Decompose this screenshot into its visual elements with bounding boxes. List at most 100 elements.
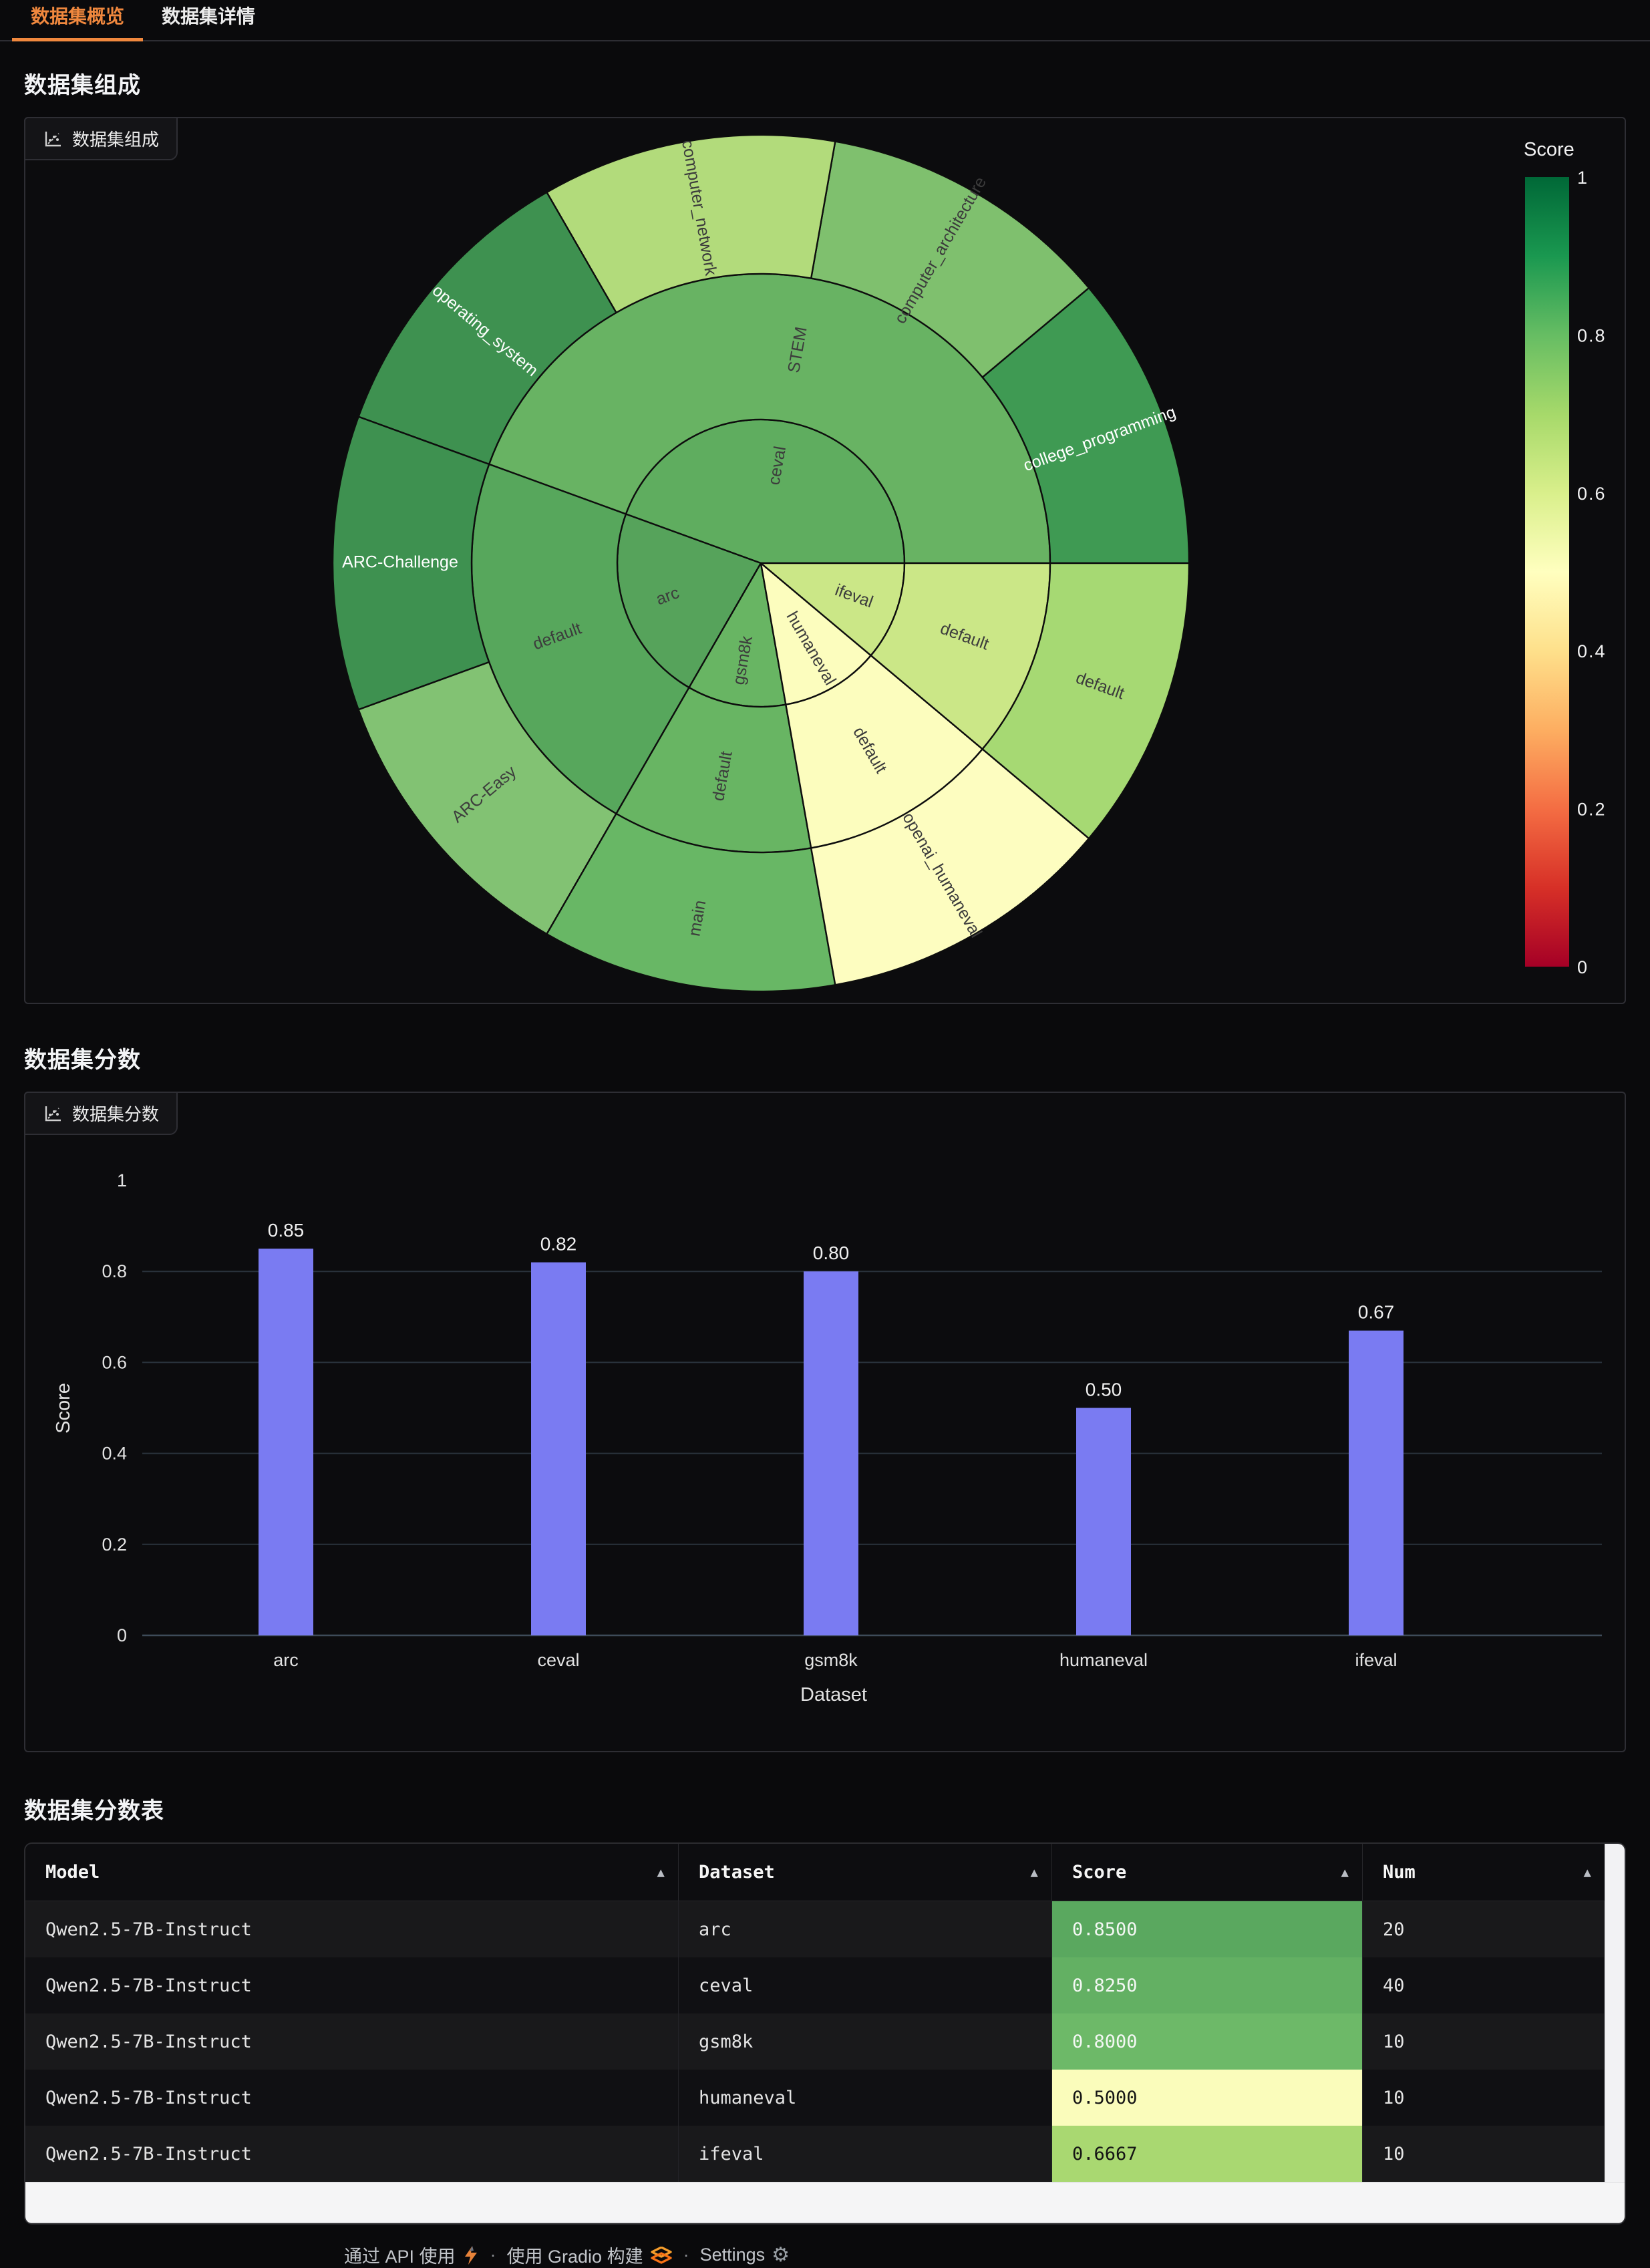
cell-model-row1[interactable]: Qwen2.5-7B-Instruct bbox=[25, 1901, 679, 1957]
sunburst-panel: 数据集组成 ceval arc gsm8k humaneval ifeval STEM de… bbox=[24, 117, 1626, 1004]
scores-heading: 数据集分数 bbox=[24, 1047, 141, 1073]
sunburst-segment-default[interactable] bbox=[981, 562, 1190, 840]
y-tick-0.6: 0.6 bbox=[102, 1352, 127, 1372]
cell-model-row5[interactable]: Qwen2.5-7B-Instruct bbox=[25, 2126, 679, 2182]
score-table-heading: 数据集分数表 bbox=[24, 1798, 164, 1824]
bar-gsm8k[interactable] bbox=[804, 1271, 858, 1635]
y-tick-1: 1 bbox=[117, 1170, 127, 1190]
bar-value-ifeval: 0.67 bbox=[1358, 1302, 1395, 1323]
colorbar-tick-0.4: 0.4 bbox=[1577, 641, 1607, 661]
cell-score-row2[interactable]: 0.8250 bbox=[1052, 1957, 1363, 2013]
tab-dataset-detail[interactable]: 数据集详情 bbox=[162, 6, 256, 27]
column-label: Dataset bbox=[699, 1862, 775, 1883]
colorbar-tick-1: 1 bbox=[1577, 168, 1589, 188]
bar-ifeval[interactable] bbox=[1349, 1330, 1404, 1635]
cell-dataset-row1[interactable]: arc bbox=[679, 1901, 1052, 1957]
built-with-gradio-label: 使用 Gradio 构建 bbox=[506, 2247, 643, 2267]
tab-bar: 数据集概览 数据集详情 bbox=[0, 0, 1650, 41]
cell-model-row3[interactable]: Qwen2.5-7B-Instruct bbox=[25, 2013, 679, 2070]
app-footer: 通过 API 使用 · 使用 Gradio 构建 · Settings ⚙ bbox=[344, 2242, 790, 2268]
colorbar-tick-0.6: 0.6 bbox=[1577, 484, 1607, 504]
bar-chart-panel: 数据集分数 0 0.2 0.4 0.6 0.8 1 0.85 arc 0.82 ceval 0.80… bbox=[24, 1092, 1626, 1752]
sunburst-badge-label: 数据集组成 bbox=[72, 130, 160, 150]
x-tick-gsm8k: gsm8k bbox=[804, 1650, 858, 1670]
cell-model-row4[interactable]: Qwen2.5-7B-Instruct bbox=[25, 2070, 679, 2126]
y-tick-0.4: 0.4 bbox=[102, 1444, 127, 1464]
cell-num-row4[interactable]: 10 bbox=[1363, 2070, 1605, 2126]
bar-value-gsm8k: 0.80 bbox=[813, 1243, 850, 1263]
cell-score-row3[interactable]: 0.8000 bbox=[1052, 2013, 1363, 2070]
footer-separator: · bbox=[683, 2245, 689, 2265]
column-label: Model bbox=[45, 1862, 100, 1883]
settings-link[interactable]: Settings ⚙ bbox=[700, 2243, 790, 2267]
bar-humaneval[interactable] bbox=[1076, 1408, 1131, 1636]
column-header-score[interactable]: Score ▲ bbox=[1052, 1844, 1363, 1901]
sunburst-panel-badge: 数据集组成 bbox=[24, 117, 178, 160]
colorbar-tick-0: 0 bbox=[1577, 957, 1589, 977]
sort-arrow-icon[interactable]: ▲ bbox=[1030, 1865, 1038, 1880]
y-axis-title: Score bbox=[53, 1383, 74, 1434]
colorbar-tick-0.2: 0.2 bbox=[1577, 800, 1607, 820]
composition-heading: 数据集组成 bbox=[24, 73, 141, 98]
score-table: Model ▲ Dataset ▲ Score ▲ Num ▲ Qwen2.5-7B-Instr… bbox=[24, 1842, 1626, 2225]
column-label: Num bbox=[1383, 1862, 1416, 1883]
cell-num-row5[interactable]: 10 bbox=[1363, 2126, 1605, 2182]
sunburst-segment-ARC-Challenge[interactable] bbox=[331, 416, 490, 711]
sunburst-segment-main[interactable] bbox=[546, 812, 836, 993]
x-axis-title: Dataset bbox=[800, 1684, 867, 1706]
sort-arrow-icon[interactable]: ▲ bbox=[1583, 1865, 1591, 1880]
bar-value-arc: 0.85 bbox=[268, 1220, 305, 1241]
sunburst-segment-openai_humaneval[interactable] bbox=[810, 748, 1090, 986]
lightning-icon bbox=[464, 2245, 477, 2265]
gear-icon: ⚙ bbox=[772, 2244, 790, 2266]
cell-score-row5[interactable]: 0.6667 bbox=[1052, 2126, 1363, 2182]
cell-num-row3[interactable]: 10 bbox=[1363, 2013, 1605, 2070]
score-table-grid: Model ▲ Dataset ▲ Score ▲ Num ▲ Qwen2.5-7B-Instr… bbox=[25, 1844, 1605, 2182]
column-label: Score bbox=[1072, 1862, 1127, 1883]
cell-model-row2[interactable]: Qwen2.5-7B-Instruct bbox=[25, 1957, 679, 2013]
sunburst-segment-ARC-Easy[interactable] bbox=[357, 661, 617, 935]
cell-num-row1[interactable]: 20 bbox=[1363, 1901, 1605, 1957]
gradio-logo-icon bbox=[650, 2246, 672, 2264]
column-header-dataset[interactable]: Dataset ▲ bbox=[679, 1844, 1052, 1901]
tab-dataset-overview[interactable]: 数据集概览 bbox=[12, 0, 144, 41]
column-header-model[interactable]: Model ▲ bbox=[25, 1844, 679, 1901]
cell-dataset-row4[interactable]: humaneval bbox=[679, 2070, 1052, 2126]
use-via-api-label: 通过 API 使用 bbox=[344, 2247, 456, 2267]
cell-score-row1[interactable]: 0.8500 bbox=[1052, 1901, 1363, 1957]
x-tick-arc: arc bbox=[273, 1650, 299, 1670]
bar-value-humaneval: 0.50 bbox=[1086, 1380, 1122, 1400]
table-vertical-scrollbar[interactable] bbox=[1605, 1844, 1625, 2182]
bar-arc[interactable] bbox=[259, 1249, 313, 1635]
sort-arrow-icon[interactable]: ▲ bbox=[1341, 1865, 1349, 1880]
cell-dataset-row3[interactable]: gsm8k bbox=[679, 2013, 1052, 2070]
colorbar-gradient bbox=[1525, 177, 1569, 967]
column-header-num[interactable]: Num ▲ bbox=[1363, 1844, 1605, 1901]
scatter-chart-icon bbox=[43, 129, 63, 149]
built-with-gradio-link[interactable]: 使用 Gradio 构建 bbox=[507, 2242, 673, 2268]
sort-arrow-icon[interactable]: ▲ bbox=[657, 1865, 665, 1880]
cell-num-row2[interactable]: 40 bbox=[1363, 1957, 1605, 2013]
scatter-chart-icon bbox=[43, 1104, 63, 1124]
bar-panel-badge: 数据集分数 bbox=[24, 1092, 178, 1135]
settings-label: Settings bbox=[699, 2245, 766, 2265]
y-tick-0.2: 0.2 bbox=[102, 1534, 127, 1555]
cell-dataset-row2[interactable]: ceval bbox=[679, 1957, 1052, 2013]
sunburst-segment-computer_network[interactable] bbox=[546, 134, 836, 314]
bar-ceval[interactable] bbox=[531, 1262, 586, 1635]
use-via-api-link[interactable]: 通过 API 使用 bbox=[344, 2242, 480, 2268]
sunburst-segment-college_programming[interactable] bbox=[981, 287, 1190, 564]
bar-chart[interactable]: 0 0.2 0.4 0.6 0.8 1 0.85 arc 0.82 ceval 0.80 gsm8k 0… bbox=[25, 1093, 1625, 1751]
x-tick-ceval: ceval bbox=[537, 1650, 579, 1670]
bar-value-ceval: 0.82 bbox=[540, 1234, 577, 1255]
x-tick-ifeval: ifeval bbox=[1355, 1650, 1397, 1670]
colorbar-title: Score bbox=[1524, 139, 1575, 160]
sunburst-segment-operating_system[interactable] bbox=[357, 191, 617, 466]
sunburst-segment-computer_architecture[interactable] bbox=[810, 140, 1090, 378]
cell-dataset-row5[interactable]: ifeval bbox=[679, 2126, 1052, 2182]
cell-score-row4[interactable]: 0.5000 bbox=[1052, 2070, 1363, 2126]
colorbar-tick-0.8: 0.8 bbox=[1577, 325, 1607, 345]
table-horizontal-scrollbar[interactable] bbox=[25, 2182, 1625, 2223]
bar-badge-label: 数据集分数 bbox=[72, 1104, 160, 1124]
